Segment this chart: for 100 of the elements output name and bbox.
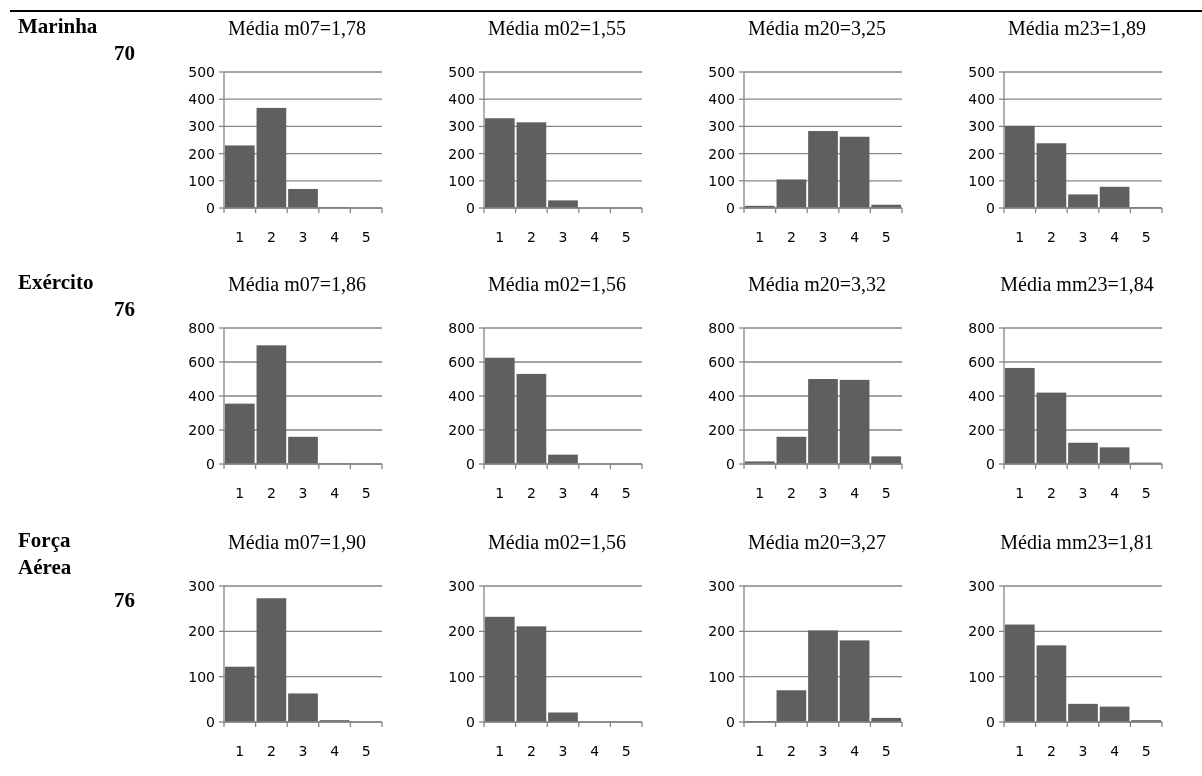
y-tick-label: 300	[188, 578, 215, 594]
x-tick-label: 2	[1046, 743, 1056, 759]
y-tick-label: 100	[188, 668, 215, 685]
y-tick-label: 600	[968, 354, 995, 370]
x-tick-label: 2	[526, 485, 536, 501]
x-tick-label: 5	[1141, 229, 1151, 245]
y-tick-label: 100	[968, 668, 995, 685]
x-tick-label: 1	[495, 485, 505, 501]
x-tick-label: 4	[330, 229, 340, 245]
x-tick-label: 1	[495, 229, 505, 245]
y-tick-label: 600	[708, 354, 735, 370]
x-tick-label: 4	[850, 229, 860, 245]
chart-title: Média m07=1,90	[228, 531, 366, 553]
x-tick-label: 5	[881, 485, 891, 501]
y-tick-label: 0	[726, 714, 735, 730]
chart-title: Média m20=3,27	[748, 531, 886, 553]
y-tick-label: 600	[448, 354, 475, 370]
x-tick-label: 4	[850, 485, 860, 501]
y-tick-label: 200	[188, 422, 215, 438]
x-tick-label: 3	[298, 485, 308, 501]
y-tick-label: 200	[968, 145, 995, 162]
x-tick-label: 3	[1078, 743, 1088, 759]
y-tick-label: 400	[708, 388, 735, 404]
y-tick-label: 500	[188, 64, 215, 80]
x-tick-label: 5	[621, 485, 631, 501]
x-tick-label: 5	[361, 229, 371, 245]
y-tick-label: 300	[188, 118, 215, 135]
y-tick-label: 400	[968, 91, 995, 108]
x-tick-label: 1	[1015, 743, 1025, 759]
y-tick-label: 100	[448, 668, 475, 685]
x-tick-label: 1	[235, 229, 245, 245]
x-tick-label: 2	[266, 229, 276, 245]
y-tick-label: 0	[986, 456, 995, 472]
y-tick-label: 300	[968, 578, 995, 594]
x-tick-label: 1	[755, 229, 765, 245]
y-tick-label: 0	[726, 456, 735, 472]
x-tick-label: 4	[590, 485, 600, 501]
x-tick-label: 4	[1110, 485, 1120, 501]
x-tick-label: 2	[786, 229, 796, 245]
y-tick-label: 0	[466, 200, 475, 216]
x-tick-label: 5	[361, 743, 371, 759]
y-tick-label: 0	[466, 456, 475, 472]
y-tick-label: 200	[708, 422, 735, 438]
y-tick-label: 200	[968, 623, 995, 640]
x-tick-label: 1	[1015, 229, 1025, 245]
x-tick-label: 5	[621, 229, 631, 245]
y-tick-label: 200	[708, 145, 735, 162]
chart-title: Média m02=1,55	[488, 17, 626, 39]
text: Marinha 70	[18, 14, 135, 65]
y-tick-label: 100	[708, 172, 735, 189]
y-tick-label: 100	[708, 668, 735, 685]
x-tick-label: 1	[755, 743, 765, 759]
y-tick-label: 300	[708, 118, 735, 135]
y-tick-label: 300	[448, 118, 475, 135]
y-tick-label: 500	[448, 64, 475, 80]
x-tick-label: 3	[558, 485, 568, 501]
x-tick-label: 3	[818, 485, 828, 501]
y-tick-label: 300	[708, 578, 735, 594]
x-tick-label: 1	[755, 485, 765, 501]
chart-title: Média m02=1,56	[488, 273, 626, 295]
x-tick-label: 5	[1141, 743, 1151, 759]
y-tick-label: 400	[968, 388, 995, 404]
chart-title: Média m07=1,86	[228, 273, 366, 295]
y-tick-label: 200	[448, 623, 475, 640]
y-tick-label: 500	[968, 64, 995, 80]
x-tick-label: 2	[266, 485, 276, 501]
y-tick-label: 400	[188, 91, 215, 108]
y-tick-label: 0	[206, 456, 215, 472]
y-tick-label: 800	[448, 320, 475, 336]
x-tick-label: 4	[1110, 229, 1120, 245]
chart-title: Média m02=1,56	[488, 531, 626, 553]
y-tick-label: 200	[968, 422, 995, 438]
y-tick-label: 800	[968, 320, 995, 336]
y-tick-label: 0	[986, 714, 995, 730]
x-tick-label: 3	[558, 743, 568, 759]
x-tick-label: 5	[881, 229, 891, 245]
chart-title: Média m07=1,78	[228, 17, 366, 39]
y-tick-label: 200	[188, 623, 215, 640]
x-tick-label: 1	[1015, 485, 1025, 501]
x-tick-label: 2	[1046, 229, 1056, 245]
x-tick-label: 4	[330, 485, 340, 501]
y-tick-label: 200	[448, 145, 475, 162]
x-tick-label: 2	[786, 485, 796, 501]
x-tick-label: 4	[1110, 743, 1120, 759]
chart-title: Média mm23=1,81	[1000, 531, 1154, 553]
x-tick-label: 3	[818, 743, 828, 759]
x-tick-label: 2	[786, 743, 796, 759]
y-tick-label: 300	[448, 578, 475, 594]
y-tick-label: 100	[448, 172, 475, 189]
x-tick-label: 1	[235, 743, 245, 759]
y-tick-label: 0	[206, 714, 215, 730]
y-tick-label: 400	[708, 91, 735, 108]
x-tick-label: 2	[1046, 485, 1056, 501]
x-tick-label: 5	[361, 485, 371, 501]
y-tick-label: 500	[708, 64, 735, 80]
y-tick-label: 400	[448, 388, 475, 404]
x-tick-label: 3	[1078, 485, 1088, 501]
x-tick-label: 4	[850, 743, 860, 759]
text: Força Aérea 76	[18, 528, 135, 612]
y-tick-label: 800	[188, 320, 215, 336]
